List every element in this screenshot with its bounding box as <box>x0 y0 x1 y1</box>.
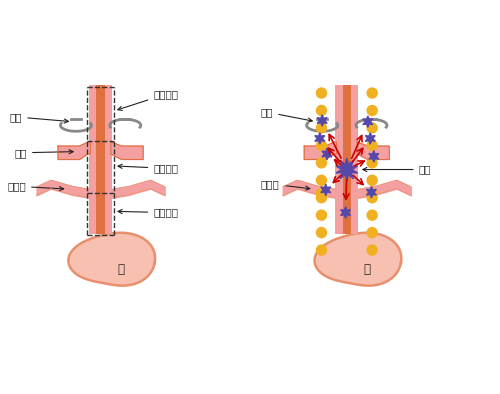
Text: 頂部食道: 頂部食道 <box>118 89 178 110</box>
Polygon shape <box>366 133 375 144</box>
Polygon shape <box>340 207 350 218</box>
Bar <box>89 85 112 234</box>
Circle shape <box>367 158 377 168</box>
Circle shape <box>316 228 326 238</box>
Circle shape <box>367 106 377 115</box>
Text: がん: がん <box>363 165 431 175</box>
Text: 胸部食道: 胸部食道 <box>118 164 178 173</box>
Bar <box>89 217 112 234</box>
Text: 胃: 胃 <box>118 264 124 277</box>
Text: 鎖骨: 鎖骨 <box>10 112 68 123</box>
Text: 横隔膜: 横隔膜 <box>8 181 64 191</box>
Text: 鎖骨: 鎖骨 <box>261 107 312 122</box>
Bar <box>96 85 105 234</box>
Circle shape <box>316 210 326 220</box>
Circle shape <box>367 88 377 98</box>
Circle shape <box>316 193 326 203</box>
Text: 横隔膜: 横隔膜 <box>261 179 310 190</box>
Polygon shape <box>58 142 90 160</box>
Polygon shape <box>111 142 143 160</box>
Bar <box>342 85 351 234</box>
Polygon shape <box>363 116 373 127</box>
Circle shape <box>316 158 326 168</box>
Bar <box>336 85 358 234</box>
Circle shape <box>367 228 377 238</box>
Circle shape <box>316 245 326 255</box>
Circle shape <box>367 140 377 151</box>
Polygon shape <box>321 184 330 195</box>
Circle shape <box>316 175 326 185</box>
Text: 気管: 気管 <box>14 148 73 158</box>
Text: 胃: 胃 <box>364 264 370 277</box>
Circle shape <box>316 140 326 151</box>
Polygon shape <box>369 151 379 162</box>
Circle shape <box>316 106 326 115</box>
Circle shape <box>367 210 377 220</box>
Polygon shape <box>68 233 155 286</box>
Circle shape <box>367 175 377 185</box>
Polygon shape <box>366 186 376 198</box>
Circle shape <box>367 188 377 199</box>
Polygon shape <box>336 158 357 181</box>
Circle shape <box>316 188 326 199</box>
Polygon shape <box>304 142 336 160</box>
Circle shape <box>367 193 377 203</box>
Polygon shape <box>357 142 390 160</box>
Bar <box>336 217 358 234</box>
Bar <box>342 217 351 234</box>
Circle shape <box>316 123 326 133</box>
Bar <box>96 217 105 234</box>
Polygon shape <box>317 115 327 126</box>
Polygon shape <box>315 133 325 144</box>
Polygon shape <box>314 233 402 286</box>
Circle shape <box>316 88 326 98</box>
Circle shape <box>367 123 377 133</box>
Text: 肅部食道: 肅部食道 <box>118 208 178 217</box>
Polygon shape <box>322 148 332 160</box>
Circle shape <box>367 245 377 255</box>
